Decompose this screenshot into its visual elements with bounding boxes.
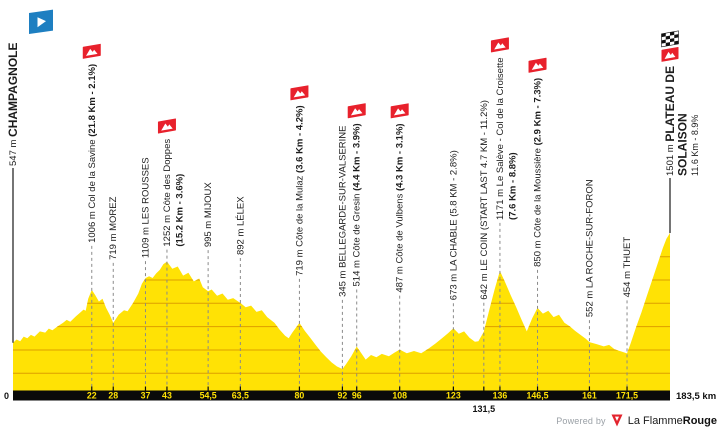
laflammerouge-logo-icon	[611, 414, 623, 427]
waypoint-label: 345 m BELLEGARDE-SUR-VALSERINE	[337, 126, 348, 297]
axis-km-label: 28	[108, 391, 118, 401]
climb-icon-le-saleve-col-de-la-croisette	[490, 37, 509, 53]
waypoint-label: 719 m Côte de la Mulaz (3.6 Km - 4.2%)	[294, 105, 305, 276]
waypoint-label: 1501 m PLATEAU DE	[663, 66, 677, 176]
climb-icon-cote-des-doppes	[157, 118, 176, 134]
laflammerouge-wordmark: La Flamme Rouge	[627, 414, 717, 427]
waypoint-cote-des-doppes: 1252 m Côte des Doppes (15.2 Km - 3.6%)	[161, 139, 185, 247]
axis-km-label: 54,5	[200, 391, 217, 401]
waypoint-mijoux: 995 m MIJOUX	[203, 182, 214, 248]
axis-km-label: 146,5	[527, 391, 549, 401]
axis-km-label: 22	[87, 391, 97, 401]
waypoint-lelex: 892 m LÉLEX	[235, 196, 246, 255]
climb-icon-cote-de-la-mulaz	[290, 85, 309, 101]
waypoint-cote-de-vulbens: 487 m Côte de Vulbens (4.3 Km - 3.1%)	[394, 123, 405, 292]
axis-km-label: 171,5	[616, 391, 638, 401]
waypoint-label: (15.2 Km - 3.6%)	[174, 174, 185, 247]
waypoint-label: 892 m LÉLEX	[235, 196, 246, 255]
waypoint-la-chable: 673 m LA CHABLE (5.8 KM - 2.8%)	[448, 150, 459, 300]
climb-icon-cote-de-gresin	[347, 103, 366, 119]
waypoint-thuet: 454 m THUET	[622, 237, 633, 298]
axis-km-label: 96	[352, 391, 362, 401]
climb-icon-cote-de-la-moussiere	[528, 57, 547, 73]
waypoint-label: SOLAISON	[676, 113, 690, 176]
waypoint-label: 850 m Côte de la Moussière (2.9 Km - 7.3…	[532, 78, 543, 267]
waypoint-label: (7.6 Km - 8.8%)	[507, 152, 518, 220]
waypoint-label: 995 m MIJOUX	[203, 182, 214, 248]
axis-zero-label: 0	[4, 391, 9, 401]
elevation-area	[13, 233, 670, 391]
axis-km-label-below: 131,5	[473, 404, 496, 414]
climb-icon-cote-de-vulbens	[390, 103, 409, 119]
waypoint-label: 1171 m Le Salève - Col de la Croisette	[494, 57, 505, 219]
waypoint-label: 642 m LE COIN (START LAST 4.7 KM - 11.2%…	[478, 100, 489, 300]
waypoint-label: 547 m CHAMPAGNOLE	[6, 43, 20, 167]
axis-km-label: 37	[141, 391, 151, 401]
waypoint-label: 673 m LA CHABLE (5.8 KM - 2.8%)	[448, 150, 459, 300]
waypoint-cote-de-gresin: 514 m Côte de Gresin (4.4 Km - 3.9%)	[351, 123, 362, 286]
waypoint-label: 1252 m Côte des Doppes	[161, 139, 172, 247]
waypoint-label: 719 m MOREZ	[108, 196, 119, 260]
waypoint-label: 11.6 Km - 8.9%	[690, 115, 700, 176]
waypoint-label: 1006 m Col de la Savine (21.8 Km - 2.1%)	[86, 64, 97, 243]
waypoint-les-rousses: 1109 m LES ROUSSES	[140, 157, 151, 258]
waypoint-col-de-la-savine: 1006 m Col de la Savine (21.8 Km - 2.1%)	[86, 64, 97, 243]
start-flag-icon	[29, 9, 53, 34]
axis-km-label: 43	[162, 391, 172, 401]
axis-end-label: 183,5 km	[676, 391, 716, 402]
climb-icon-col-de-la-savine	[82, 43, 101, 59]
waypoint-cote-de-la-mulaz: 719 m Côte de la Mulaz (3.6 Km - 4.2%)	[294, 105, 305, 276]
footer-credit: Powered by La Flamme Rouge	[556, 414, 717, 427]
axis-km-label: 63,5	[232, 391, 249, 401]
finish-climb-icon	[661, 46, 679, 62]
axis-km-label: 161	[582, 391, 597, 401]
axis-km-label: 136	[493, 391, 508, 401]
distance-axis-bar	[13, 390, 670, 401]
waypoint-label: 454 m THUET	[622, 237, 633, 298]
axis-km-label: 108	[392, 391, 407, 401]
axis-km-label: 80	[295, 391, 305, 401]
waypoint-champagnole: 547 m CHAMPAGNOLE	[6, 43, 20, 167]
waypoint-le-coin: 642 m LE COIN (START LAST 4.7 KM - 11.2%…	[478, 100, 489, 300]
waypoint-cote-de-la-moussiere: 850 m Côte de la Moussière (2.9 Km - 7.3…	[532, 78, 543, 267]
waypoint-bellegarde-sur-valserine: 345 m BELLEGARDE-SUR-VALSERINE	[337, 126, 348, 297]
waypoint-label: 552 m LA ROCHE-SUR-FORON	[584, 179, 595, 317]
waypoint-label: 514 m Côte de Gresin (4.4 Km - 3.9%)	[351, 123, 362, 286]
axis-km-label: 92	[337, 391, 347, 401]
waypoint-la-roche-sur-foron: 552 m LA ROCHE-SUR-FORON	[584, 179, 595, 317]
waypoint-morez: 719 m MOREZ	[108, 196, 119, 260]
finish-checkered-flag-icon	[661, 30, 679, 48]
axis-km-label: 123	[446, 391, 461, 401]
waypoint-le-saleve-col-de-la-croisette: 1171 m Le Salève - Col de la Croisette (7…	[494, 57, 518, 219]
waypoint-label: 487 m Côte de Vulbens (4.3 Km - 3.1%)	[394, 123, 405, 292]
waypoint-label: 1109 m LES ROUSSES	[140, 157, 151, 258]
powered-by-label: Powered by	[556, 415, 606, 426]
